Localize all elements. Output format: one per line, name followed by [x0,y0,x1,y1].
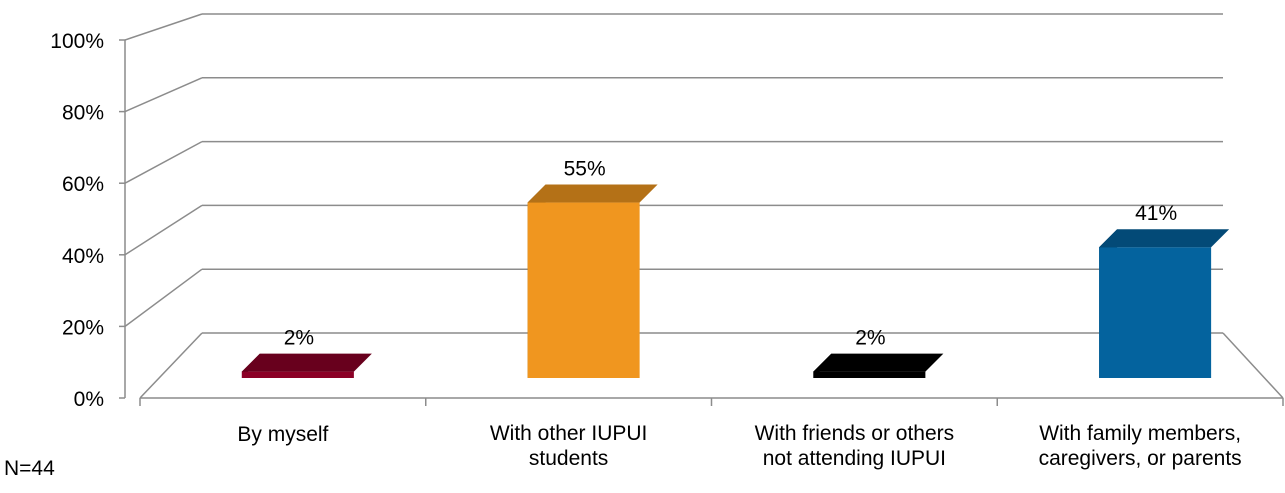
bars [241,184,1230,378]
gridline-diagonal [124,77,203,113]
gridline-diagonal [139,332,203,399]
x-axis [139,398,1284,406]
data-label: 55% [564,158,606,181]
category-label: With other IUPUI students [490,422,648,470]
floor-right-edge [1222,332,1284,399]
y-tick-label: 100% [50,30,104,53]
y-axis-ticks: 0% 20% 40% 60% 80% 100% [50,30,104,411]
gridline-diagonal [124,268,203,328]
gridline-diagonal [124,13,203,41]
bar [1099,229,1230,378]
bar-front [813,371,926,378]
category-label: With friends or others not attending IUPU… [755,422,955,470]
bar-top [527,184,658,203]
y-tick-label: 80% [62,102,104,125]
bar-top [1099,229,1230,248]
bar-top [813,353,944,372]
y-tick-label: 20% [62,316,104,339]
gridlines [119,13,1284,399]
y-tick-label: 0% [74,388,104,411]
data-label: 41% [1135,202,1177,225]
category-labels: By myself With other IUPUI students With fr… [237,422,1241,470]
bar [241,353,372,378]
bar-top [241,353,372,372]
bar-front [1099,247,1212,378]
gridline-diagonal [124,140,203,184]
category-label: By myself [237,423,328,446]
sample-size-note: N=44 [4,457,55,480]
data-labels: 2% 55% 2% 41% [284,158,1177,350]
bar [813,353,944,378]
y-tick-label: 40% [62,245,104,268]
data-label: 2% [855,327,885,350]
data-label: 2% [284,327,314,350]
category-label: With family members, caregivers, or paren… [1039,422,1242,470]
bar-front [241,371,354,378]
bar-front [527,202,640,378]
y-tick-label: 60% [62,173,104,196]
bar [527,184,658,378]
gridline-diagonal [124,204,203,256]
